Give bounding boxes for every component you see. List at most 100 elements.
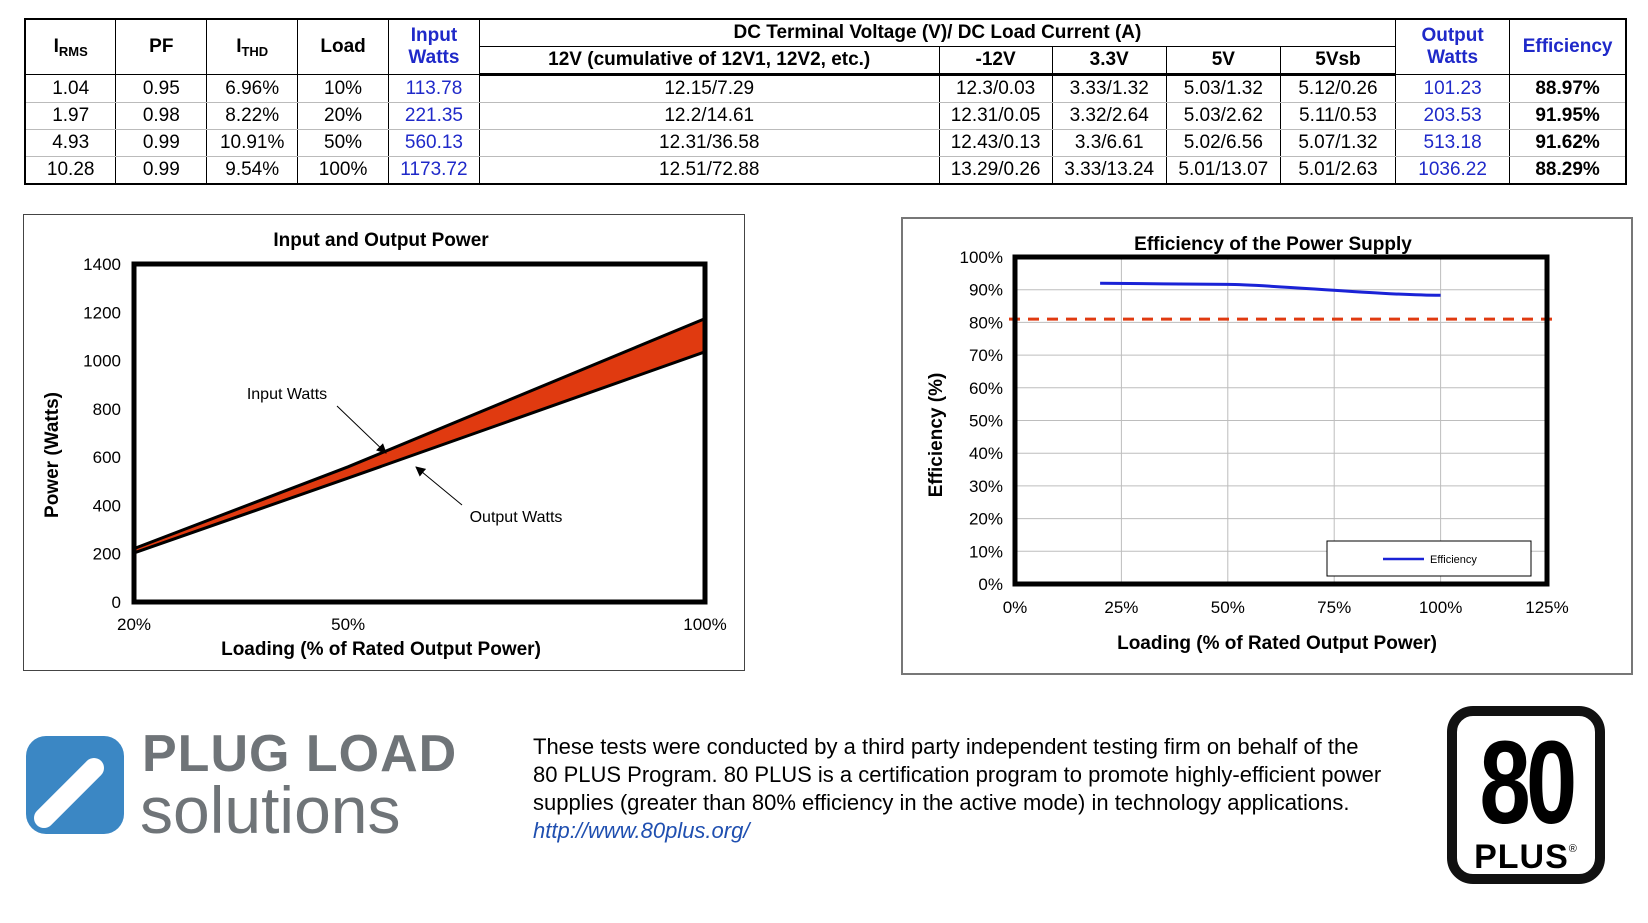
output-watts-annotation: Output Watts	[470, 509, 563, 526]
efficiency-chart-ylabel: Efficiency (%)	[926, 373, 947, 498]
efficiency-chart-panel: Efficiency of the Power Supply Loading (…	[901, 217, 1633, 675]
disclaimer-text: These tests were conducted by a third pa…	[533, 733, 1439, 845]
cell-neg12v: 13.29/0.26	[938, 156, 1053, 185]
cell-input: 221.35	[388, 102, 480, 130]
header-efficiency: Efficiency	[1509, 18, 1627, 75]
header-12v: 12V (cumulative of 12V1, 12V2, etc.)	[478, 46, 940, 76]
power-chart-title: Input and Output Power	[273, 230, 489, 251]
cell-neg12v: 12.43/0.13	[938, 129, 1053, 157]
cell-efficiency: 88.29%	[1509, 156, 1627, 185]
power-chart: Input and Output Power Loading (% of Rat…	[42, 230, 727, 660]
efficiency-y-tick: 90%	[969, 281, 1003, 300]
header-ithd: ITHD	[206, 18, 299, 75]
logo-text-primary: PLUG LOAD	[142, 725, 458, 783]
badge-number: 80	[1479, 717, 1577, 849]
cell-irms: 1.04	[24, 74, 117, 103]
efficiency-y-tick: 50%	[969, 412, 1003, 431]
disclaimer-line: 80 PLUS Program. 80 PLUS is a certificat…	[533, 762, 1382, 787]
cell-load: 50%	[297, 129, 389, 157]
power-x-tick: 20%	[117, 615, 151, 634]
cell-3v3: 3.33/13.24	[1051, 156, 1167, 185]
table-row: 4.93 0.99 10.91% 50% 560.13 12.31/36.58 …	[24, 129, 1627, 157]
output-watts-line	[133, 350, 706, 555]
power-y-tick: 800	[93, 400, 121, 419]
power-y-tick: 1000	[83, 352, 121, 371]
table-row: 1.97 0.98 8.22% 20% 221.35 12.2/14.61 12…	[24, 102, 1627, 130]
table-row: 1.04 0.95 6.96% 10% 113.78 12.15/7.29 12…	[24, 74, 1627, 103]
cell-input: 113.78	[388, 74, 480, 103]
cell-load: 10%	[297, 74, 389, 103]
cell-neg12v: 12.31/0.05	[938, 102, 1053, 130]
cell-5vsb: 5.12/0.26	[1279, 74, 1397, 103]
efficiency-y-tick: 80%	[969, 313, 1003, 332]
cell-ithd: 9.54%	[206, 156, 299, 185]
disclaimer-line: These tests were conducted by a third pa…	[533, 734, 1359, 759]
cell-output: 203.53	[1395, 102, 1511, 130]
power-y-tick: 0	[112, 593, 121, 612]
power-chart-ylabel: Power (Watts)	[42, 392, 63, 518]
disclaimer-line: supplies (greater than 80% efficiency in…	[533, 790, 1350, 815]
input-watts-annotation: Input Watts	[247, 386, 327, 403]
efficiency-line	[1100, 281, 1441, 297]
cell-pf: 0.95	[115, 74, 208, 103]
efficiency-y-tick: 30%	[969, 477, 1003, 496]
table-row: 10.28 0.99 9.54% 100% 1173.72 12.51/72.8…	[24, 156, 1627, 185]
cell-input: 1173.72	[388, 156, 480, 185]
logo-icon	[26, 736, 124, 834]
cell-output: 101.23	[1395, 74, 1511, 103]
cell-neg12v: 12.3/0.03	[938, 74, 1053, 103]
cell-ithd: 10.91%	[206, 129, 299, 157]
cell-pf: 0.98	[115, 102, 208, 130]
efficiency-y-tick: 0%	[978, 575, 1003, 594]
power-y-tick: 1400	[83, 255, 121, 274]
cell-5vsb: 5.07/1.32	[1279, 129, 1397, 157]
website-link[interactable]: http://www.80plus.org/	[533, 818, 750, 843]
efficiency-y-tick: 10%	[969, 542, 1003, 561]
power-y-tick: 200	[93, 545, 121, 564]
cell-12v: 12.51/72.88	[478, 156, 940, 185]
power-plot-frame	[131, 261, 708, 605]
cell-efficiency: 88.97%	[1509, 74, 1627, 103]
input-watts-arrow	[336, 405, 387, 454]
efficiency-x-tick: 25%	[1104, 598, 1138, 617]
efficiency-y-tick: 60%	[969, 379, 1003, 398]
efficiency-plot-frame	[1012, 254, 1550, 587]
cell-load: 20%	[297, 102, 389, 130]
header-irms: IRMS	[24, 18, 117, 75]
cell-pf: 0.99	[115, 129, 208, 157]
plug-load-solutions-logo: PLUG LOAD solutions	[24, 725, 464, 847]
power-y-tick: 1200	[83, 303, 121, 322]
cell-ithd: 6.96%	[206, 74, 299, 103]
cell-irms: 4.93	[24, 129, 117, 157]
logo-text-secondary: solutions	[140, 773, 401, 847]
efficiency-legend: Efficiency	[1326, 540, 1532, 577]
header-output-watts: Output Watts	[1395, 18, 1511, 75]
efficiency-y-tick: 70%	[969, 346, 1003, 365]
input-watts-line	[133, 317, 706, 551]
power-x-tick: 100%	[683, 615, 726, 634]
efficiency-x-tick: 0%	[1003, 598, 1028, 617]
cell-3v3: 3.33/1.32	[1051, 74, 1167, 103]
results-table: IRMS PF ITHD Load Input Watts DC Terminal…	[24, 18, 1627, 185]
cell-5vsb: 5.01/2.63	[1279, 156, 1397, 185]
cell-3v3: 3.32/2.64	[1051, 102, 1167, 130]
efficiency-x-tick: 50%	[1211, 598, 1245, 617]
cell-efficiency: 91.95%	[1509, 102, 1627, 130]
header-load: Load	[297, 18, 389, 75]
badge-text: PLUS®	[1474, 838, 1578, 876]
output-watts-arrow	[415, 466, 463, 506]
efficiency-x-tick: 75%	[1317, 598, 1351, 617]
efficiency-x-tick: 100%	[1419, 598, 1462, 617]
power-chart-xlabel: Loading (% of Rated Output Power)	[221, 639, 541, 660]
cell-12v: 12.2/14.61	[478, 102, 940, 130]
cell-pf: 0.99	[115, 156, 208, 185]
legend-label: Efficiency	[1430, 554, 1477, 566]
efficiency-y-tick: 40%	[969, 444, 1003, 463]
cell-5v: 5.01/13.07	[1165, 156, 1281, 185]
header-3v3: 3.3V	[1051, 46, 1167, 76]
cell-12v: 12.31/36.58	[478, 129, 940, 157]
efficiency-chart-xlabel: Loading (% of Rated Output Power)	[1117, 633, 1437, 654]
cell-output: 1036.22	[1395, 156, 1511, 185]
cell-input: 560.13	[388, 129, 480, 157]
header-5vsb: 5Vsb	[1279, 46, 1397, 76]
